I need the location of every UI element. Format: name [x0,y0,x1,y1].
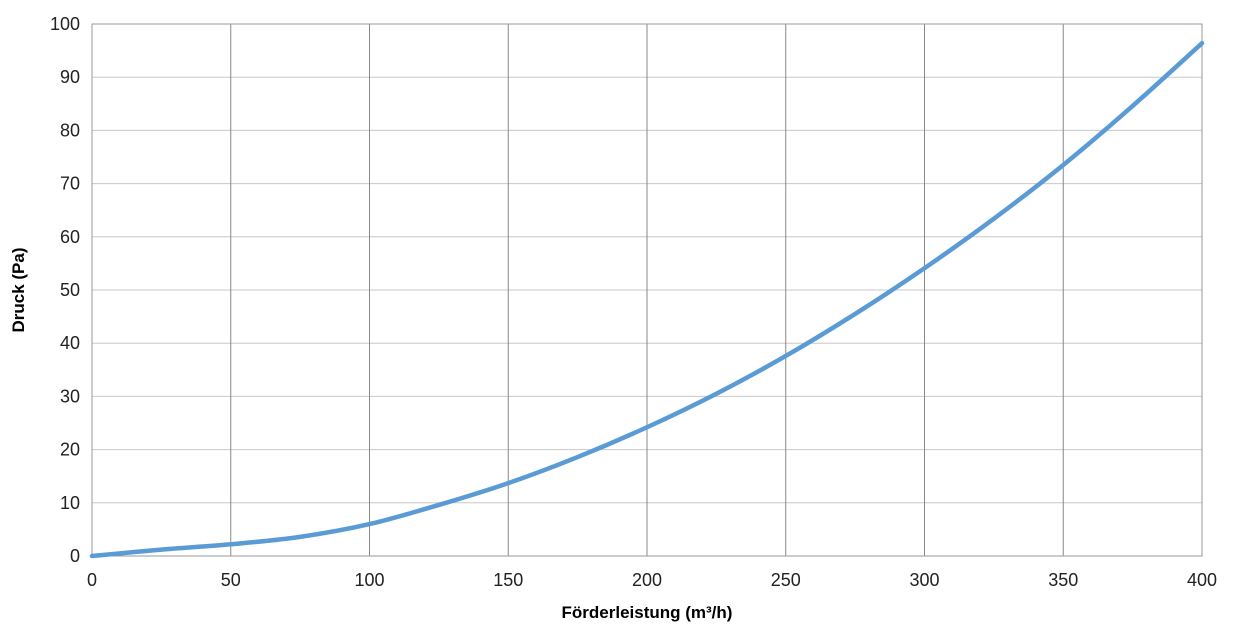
y-tick-label: 100 [50,14,80,34]
x-tick-label: 300 [909,570,939,590]
plot-frame [91,23,1203,557]
y-tick-label: 90 [60,67,80,87]
x-tick-label: 100 [354,570,384,590]
x-tick-label: 400 [1187,570,1217,590]
grid [91,23,1203,557]
y-axis-ticks: 0 10 20 30 40 50 60 70 80 90 100 [50,14,80,566]
y-tick-label: 60 [60,227,80,247]
series-line [89,40,1205,559]
y-tick-label: 0 [70,546,80,566]
x-axis-ticks: 0 50 100 150 200 250 300 350 400 [87,570,1217,590]
y-tick-label: 80 [60,120,80,140]
y-tick-label: 20 [60,440,80,460]
x-tick-label: 50 [221,570,241,590]
y-tick-label: 50 [60,280,80,300]
x-tick-label: 0 [87,570,97,590]
y-axis-title: Druck (Pa) [9,247,28,332]
y-tick-label: 40 [60,333,80,353]
x-tick-label: 250 [771,570,801,590]
x-tick-label: 200 [632,570,662,590]
x-tick-label: 350 [1048,570,1078,590]
y-tick-label: 30 [60,386,80,406]
y-tick-label: 10 [60,493,80,513]
series-layer [89,40,1205,559]
x-tick-label: 150 [493,570,523,590]
x-axis-title: Förderleistung (m³/h) [562,603,733,622]
y-tick-label: 70 [60,174,80,194]
